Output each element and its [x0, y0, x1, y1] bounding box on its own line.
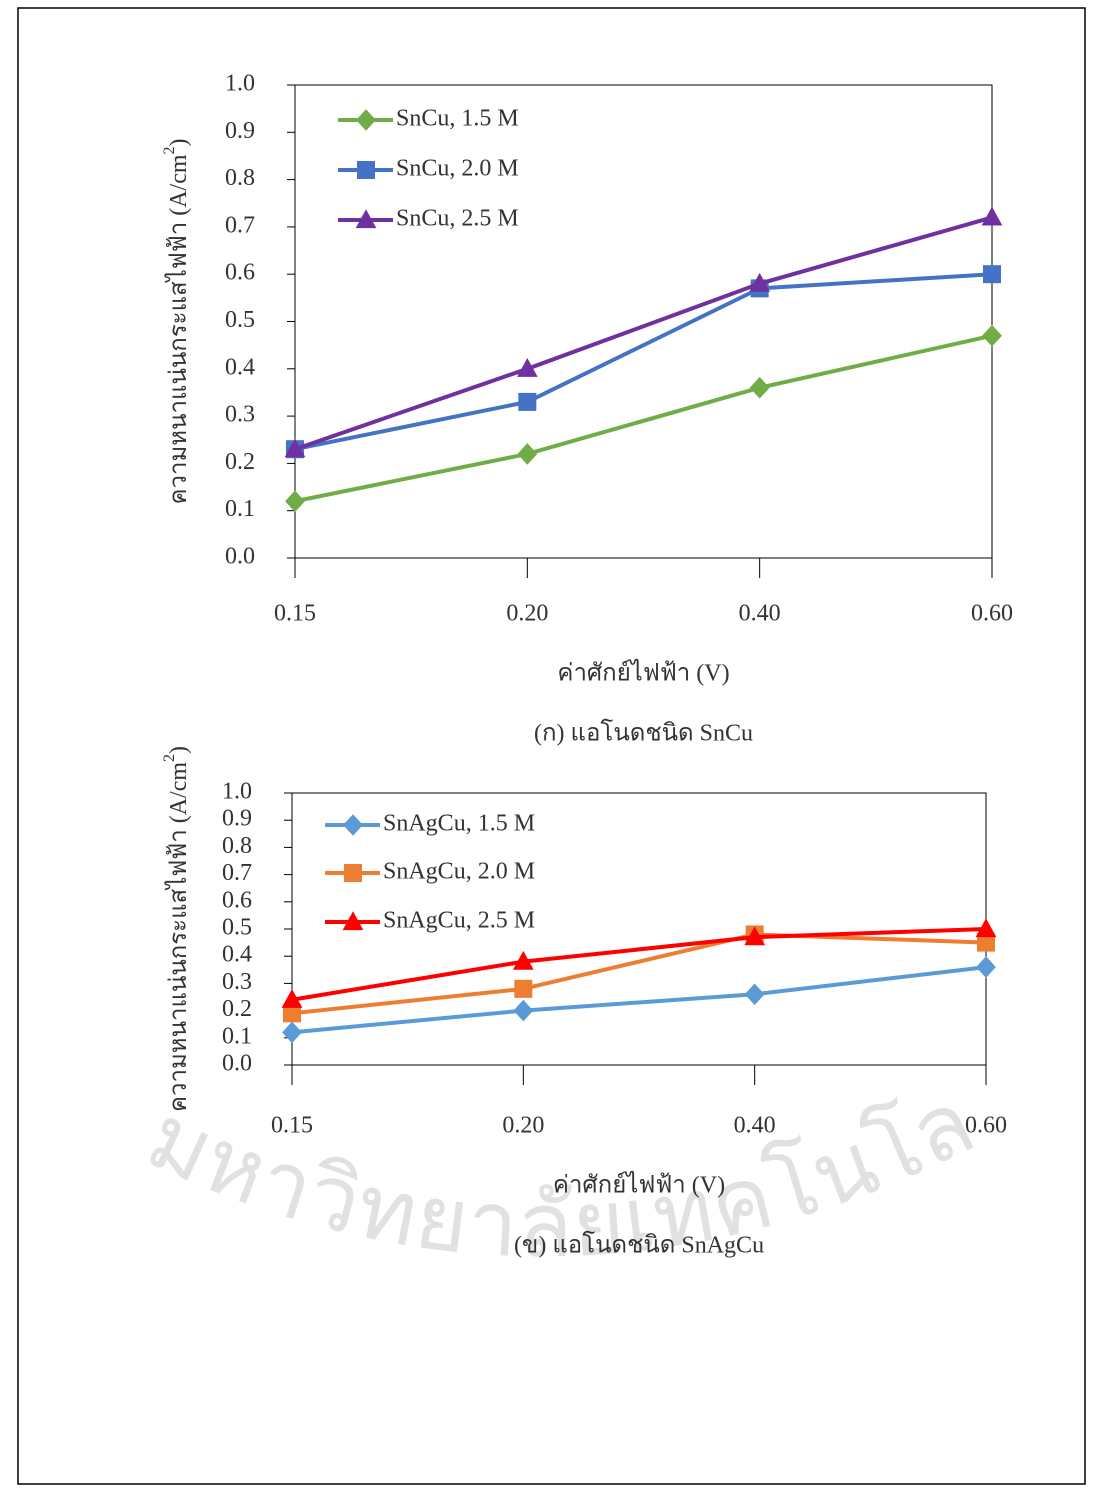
marker	[517, 443, 537, 465]
y-tick-label: 0.7	[222, 860, 252, 886]
y-tick-label: 0.3	[222, 969, 252, 995]
y-tick-label: 0.3	[225, 402, 255, 428]
y-tick-label: 0.6	[225, 260, 255, 286]
y-axis-label-end: )	[166, 138, 192, 146]
marker	[518, 393, 536, 411]
caption: (ข) แอโนดชนิด SnAgCu	[514, 1231, 764, 1259]
x-tick-label: 0.40	[739, 601, 781, 627]
legend-label: SnAgCu, 2.5 M	[383, 908, 535, 934]
y-tick-label: 0.9	[225, 118, 255, 144]
marker	[343, 814, 363, 836]
y-tick-label: 0.9	[222, 806, 252, 832]
x-tick-label: 0.60	[965, 1113, 1007, 1139]
marker	[982, 325, 1002, 347]
x-tick-label: 0.20	[502, 1113, 544, 1139]
marker	[976, 956, 996, 978]
series-line	[292, 967, 986, 1032]
marker	[745, 983, 765, 1005]
x-axis-label: ค่าศักย์ไฟฟ้า (V)	[557, 659, 729, 687]
y-tick-label: 0.8	[225, 165, 255, 191]
y-tick-label: 0.4	[225, 354, 255, 380]
y-tick-label: 0.5	[222, 915, 252, 941]
marker	[356, 109, 376, 131]
y-axis-label-sup: 2	[161, 146, 178, 154]
y-tick-label: 0.1	[222, 1023, 252, 1049]
y-tick-label: 0.1	[225, 496, 255, 522]
y-tick-label: 0.4	[222, 942, 252, 968]
marker	[344, 864, 362, 882]
legend-label: SnCu, 2.5 M	[396, 206, 519, 232]
y-tick-label: 0.6	[222, 887, 252, 913]
y-tick-label: 0.2	[225, 449, 255, 475]
page: มหาวิทยาลัยเทคโนโลยีสุรนารี 0.00.10.20.3…	[0, 0, 1103, 1492]
x-tick-label: 0.40	[734, 1113, 776, 1139]
y-tick-label: 1.0	[222, 779, 252, 805]
x-tick-label: 0.20	[506, 601, 548, 627]
y-tick-label: 0.7	[225, 212, 255, 238]
legend-label: SnAgCu, 1.5 M	[383, 811, 535, 837]
marker	[983, 265, 1001, 283]
series-line	[295, 217, 992, 449]
series-line	[295, 274, 992, 449]
y-tick-label: 0.0	[225, 544, 255, 570]
legend-label: SnAgCu, 2.0 M	[383, 859, 535, 885]
marker	[982, 207, 1003, 226]
y-tick-label: 0.5	[225, 307, 255, 333]
y-axis-label-sup: 2	[161, 754, 178, 762]
y-axis-label-text: ความหนาแน่นกระแสไฟฟ้า (A/cm	[164, 154, 192, 504]
series-line	[295, 336, 992, 502]
legend-label: SnCu, 2.0 M	[396, 156, 519, 182]
x-tick-label: 0.15	[271, 1113, 313, 1139]
watermark-text: มหาวิทยาลัยเทคโนโลยีสุรนารี	[0, 0, 989, 1276]
marker	[285, 490, 305, 512]
marker	[282, 1022, 302, 1044]
y-axis-label: ความหนาแน่นกระแสไฟฟ้า (A/cm2)	[161, 746, 192, 1112]
marker	[514, 980, 532, 998]
x-tick-label: 0.60	[971, 601, 1013, 627]
y-tick-label: 1.0	[225, 71, 255, 97]
marker	[750, 377, 770, 399]
x-axis-label: ค่าศักย์ไฟฟ้า (V)	[553, 1171, 725, 1199]
y-tick-label: 0.2	[222, 996, 252, 1022]
marker	[357, 161, 375, 179]
caption: (ก) แอโนดชนิด SnCu	[534, 719, 753, 747]
marker	[513, 1000, 533, 1022]
legend-label: SnCu, 1.5 M	[396, 106, 519, 132]
x-tick-label: 0.15	[274, 601, 316, 627]
y-axis-label-text: ความหนาแน่นกระแสไฟฟ้า (A/cm	[164, 762, 192, 1112]
y-axis-label-end: )	[166, 746, 192, 754]
y-tick-label: 0.8	[222, 833, 252, 859]
y-tick-label: 0.0	[222, 1051, 252, 1077]
y-axis-label: ความหนาแน่นกระแสไฟฟ้า (A/cm2)	[161, 138, 192, 504]
watermark: มหาวิทยาลัยเทคโนโลยีสุรนารี	[0, 0, 989, 1276]
